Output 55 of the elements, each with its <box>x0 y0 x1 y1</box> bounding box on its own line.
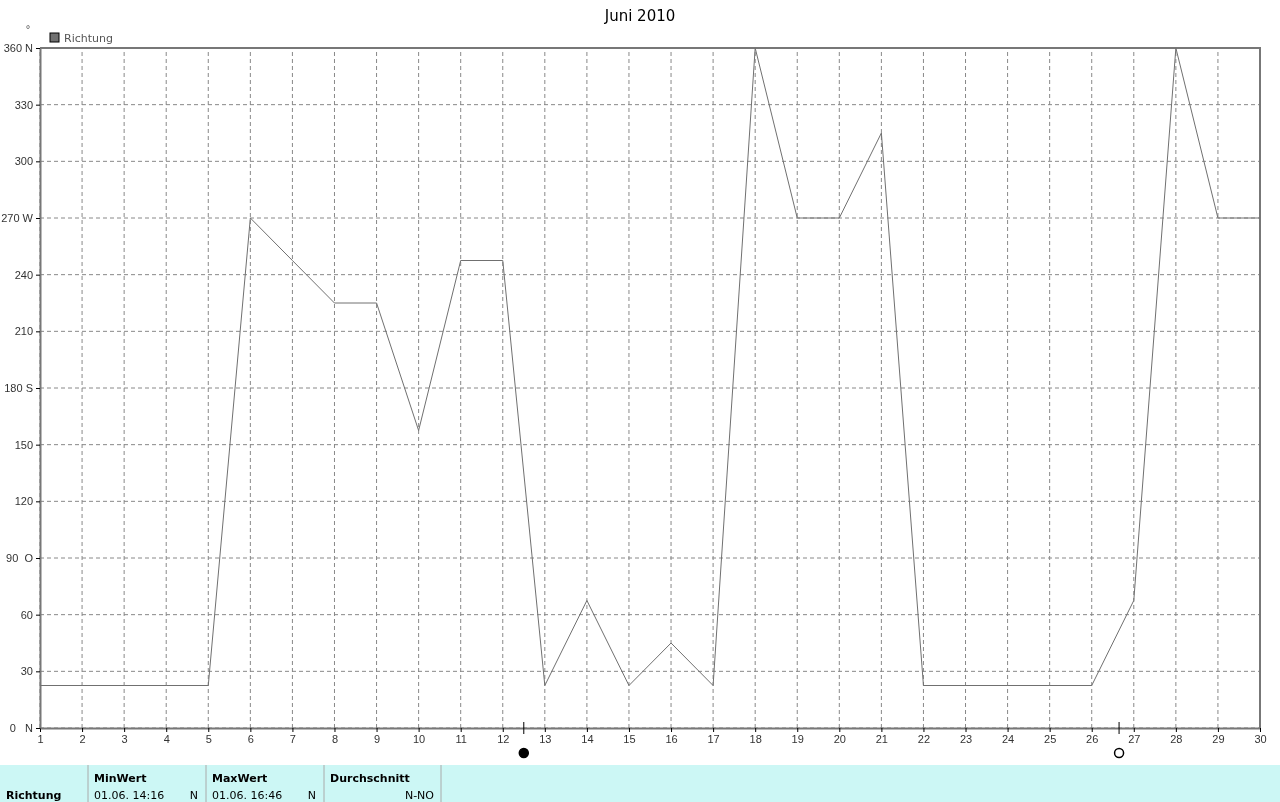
x-tick-label: 11 <box>455 732 467 745</box>
y-tick-label: 360 N <box>3 42 34 55</box>
text: Durchschnitt <box>330 772 410 785</box>
x-tick-label: 15 <box>623 732 636 745</box>
x-tick-label: 28 <box>1170 732 1183 745</box>
chart-title: Juni 2010 <box>603 7 676 25</box>
x-tick-label: 26 <box>1086 732 1099 745</box>
x-tick-label: 23 <box>959 732 973 745</box>
x-tick-label: 27 <box>1128 732 1141 745</box>
text: Richtung <box>6 789 62 802</box>
text: MinWert <box>94 772 147 785</box>
x-tick-label: 20 <box>833 732 846 745</box>
text: N-NO <box>404 789 435 802</box>
y-axis-title: ° <box>25 24 31 35</box>
y-tick-label: 150 <box>14 438 33 451</box>
text: 01.06. 14:16 <box>94 789 165 802</box>
y-tick-label: 0 N <box>9 722 34 735</box>
x-tick-label: 4 <box>163 732 170 745</box>
y-tick-label: 120 <box>14 495 33 508</box>
x-tick-label: 13 <box>539 732 552 745</box>
x-tick-label: 12 <box>497 732 510 745</box>
x-tick-label: 30 <box>1254 732 1267 745</box>
y-tick-label: 210 <box>14 325 33 338</box>
y-tick-label: 180 S <box>4 382 33 395</box>
x-tick-label: 10 <box>413 732 426 745</box>
y-tick-label: 240 <box>14 268 33 281</box>
y-tick-label: 90 O <box>6 552 34 565</box>
y-tick-label: 30 <box>20 665 33 678</box>
x-tick-label: 17 <box>707 732 720 745</box>
x-tick-label: 16 <box>665 732 678 745</box>
x-tick-label: 7 <box>289 732 296 745</box>
x-tick-label: 3 <box>121 732 128 745</box>
x-tick-label: 22 <box>917 732 931 745</box>
x-tick-label: 24 <box>1001 732 1015 745</box>
text: N <box>189 789 198 802</box>
x-tick-label: 2 <box>79 732 86 745</box>
x-tick-label: 21 <box>875 732 888 745</box>
text: 01.06. 16:46 <box>212 789 283 802</box>
text: MaxWert <box>212 772 268 785</box>
y-tick-label: 270 W <box>1 212 34 225</box>
x-tick-label: 25 <box>1044 732 1057 745</box>
x-tick-label: 1 <box>37 732 44 745</box>
x-tick-label: 9 <box>373 732 381 745</box>
x-tick-label: 19 <box>791 732 804 745</box>
x-tick-label: 29 <box>1212 732 1225 745</box>
x-tick-label: 5 <box>205 732 212 745</box>
x-tick-label: 14 <box>581 732 594 745</box>
x-tick-label: 8 <box>331 732 339 745</box>
y-tick-label: 60 <box>20 608 33 621</box>
y-tick-label: 330 <box>14 98 33 111</box>
text: N <box>307 789 316 802</box>
y-tick-label: 300 <box>14 155 33 168</box>
x-tick-label: 6 <box>247 732 254 745</box>
x-tick-label: 18 <box>749 732 762 745</box>
legend-label: Richtung <box>64 32 113 45</box>
